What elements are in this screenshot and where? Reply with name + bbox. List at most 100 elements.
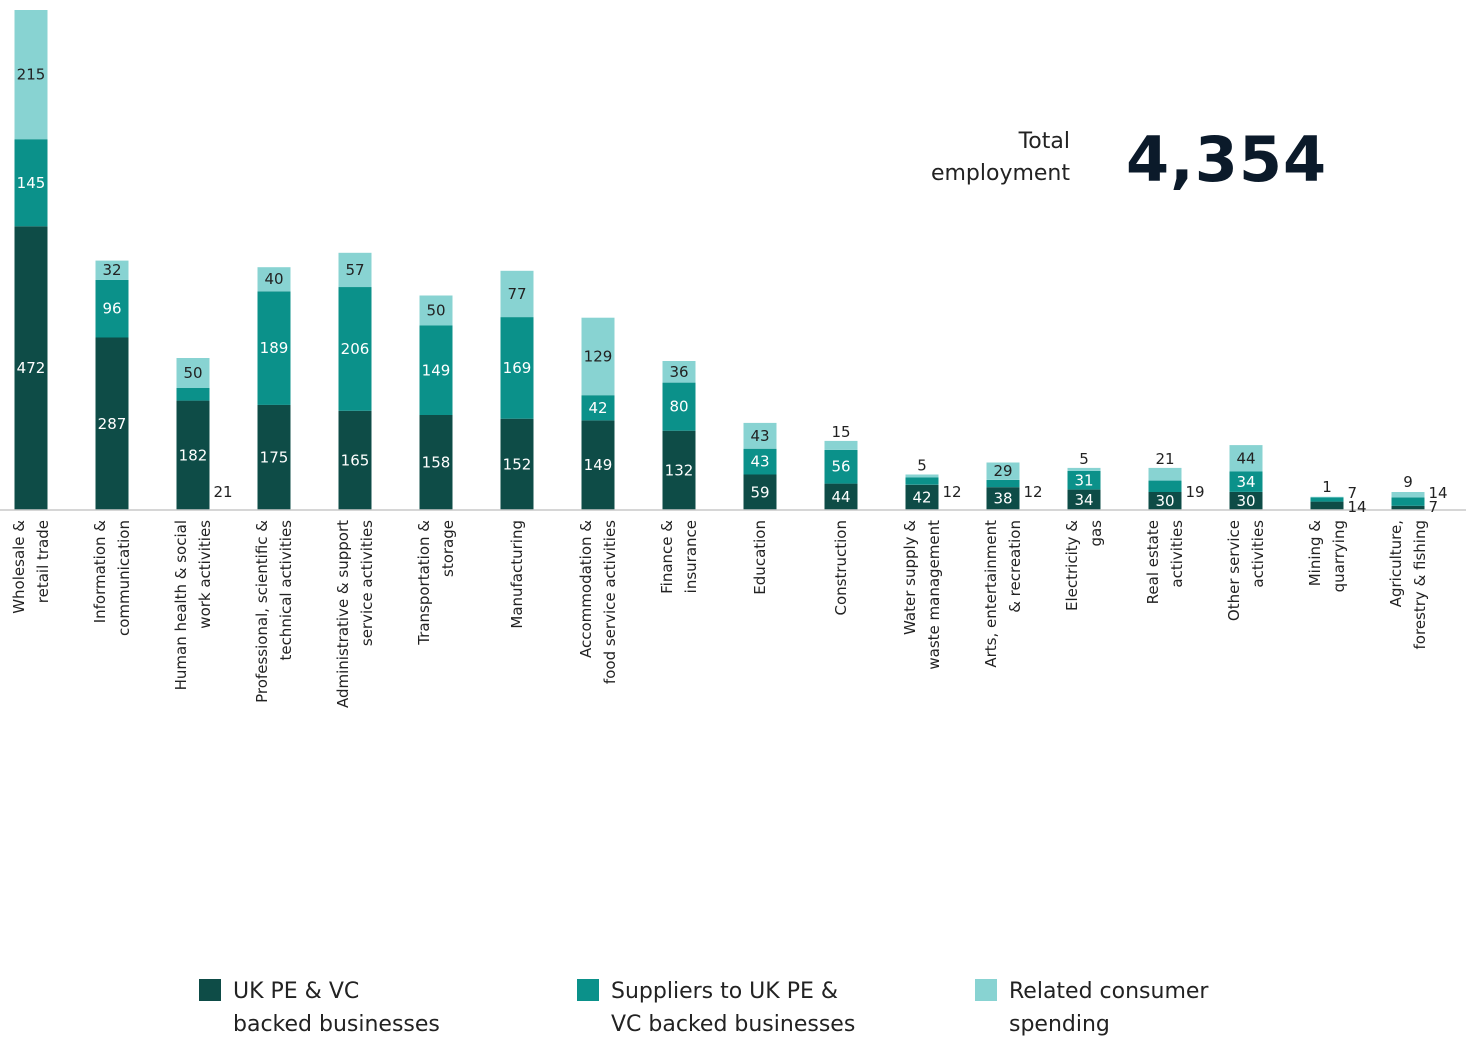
category-label-line: communication xyxy=(115,520,133,636)
data-label-indirect: 31 xyxy=(1074,471,1093,489)
legend-label-line: Suppliers to UK PE & xyxy=(611,979,839,1004)
bar-segment-induced xyxy=(257,267,291,292)
bar-segment-direct xyxy=(257,404,291,510)
category-label-line: Professional, scientific & xyxy=(253,520,271,703)
bar-segment-induced xyxy=(1229,445,1263,472)
data-label-direct: 38 xyxy=(993,490,1012,508)
bar-segment-induced xyxy=(905,474,939,478)
data-label-induced: 29 xyxy=(993,462,1012,480)
category-label-line: activities xyxy=(1168,520,1186,588)
data-label-induced: 1 xyxy=(1322,478,1332,496)
total-label-line2: employment xyxy=(930,161,1070,186)
category-label: Human health & social work activities xyxy=(172,520,214,691)
data-label-induced: 129 xyxy=(584,348,613,366)
data-label-induced: 50 xyxy=(183,364,202,382)
category-label-line: Agriculture, xyxy=(1387,520,1405,607)
data-label-induced: 50 xyxy=(426,302,445,320)
legend-label-line: UK PE & VC xyxy=(233,979,360,1004)
data-label-induced: 5 xyxy=(1079,450,1089,468)
data-label-induced: 44 xyxy=(1236,449,1255,467)
category-label-line: & recreation xyxy=(1006,520,1024,613)
data-label-indirect: 189 xyxy=(260,339,289,357)
bar-segment-induced xyxy=(743,422,777,449)
legend-label-line: backed businesses xyxy=(233,1012,440,1037)
category-label-line: Accommodation & xyxy=(577,520,595,658)
bar-segment-direct xyxy=(338,410,372,510)
data-label-direct: 132 xyxy=(665,461,694,479)
category-label-line: service activities xyxy=(358,520,376,646)
category-label-line: insurance xyxy=(682,520,700,593)
bar-segment-direct xyxy=(581,420,615,510)
category-label: Finance & insurance xyxy=(658,520,700,594)
bar-segment-direct xyxy=(1067,489,1101,510)
bars-layer xyxy=(14,10,1425,511)
data-label-indirect: 96 xyxy=(102,300,121,318)
data-label-indirect: 145 xyxy=(17,174,46,192)
category-label-line: Education xyxy=(751,520,769,595)
data-label-direct: 44 xyxy=(831,488,850,506)
bar-segment-indirect xyxy=(176,388,210,401)
category-label-line: storage xyxy=(439,520,457,577)
data-label-indirect: 80 xyxy=(669,398,688,416)
category-label-line: technical activities xyxy=(277,520,295,661)
category-label-line: Wholesale & xyxy=(10,520,28,614)
bar-segment-direct xyxy=(14,226,48,511)
category-label: Education xyxy=(751,520,769,595)
bar-segment-direct xyxy=(905,484,939,510)
data-label-indirect: 56 xyxy=(831,458,850,476)
category-label: Construction xyxy=(832,520,850,616)
category-label: Other service activities xyxy=(1225,520,1267,621)
bar-segment-direct xyxy=(1391,505,1425,510)
bar-segment-direct xyxy=(1310,501,1344,510)
category-label-line: Administrative & support xyxy=(334,520,352,708)
data-label-direct: 158 xyxy=(422,454,451,472)
data-label-induced: 9 xyxy=(1403,473,1413,491)
data-label-direct: 14 xyxy=(1348,498,1367,516)
category-label-line: Finance & xyxy=(658,520,676,594)
category-label: Mining & quarrying xyxy=(1306,520,1348,593)
legend-item-induced: Related consumer spending xyxy=(975,975,1269,1041)
data-label-direct: 152 xyxy=(503,455,532,473)
bar-segment-induced xyxy=(986,462,1020,480)
category-label-line: activities xyxy=(1249,520,1267,588)
data-label-direct: 182 xyxy=(179,446,208,464)
bar-segment-indirect xyxy=(824,449,858,484)
bar-segment-indirect xyxy=(1067,470,1101,490)
data-label-induced: 36 xyxy=(669,363,688,381)
legend-label-indirect: Suppliers to UK PE & VC backed businesse… xyxy=(611,975,871,1041)
legend-swatch-indirect xyxy=(577,979,599,1001)
data-label-indirect: 169 xyxy=(503,359,532,377)
bar-segment-indirect xyxy=(986,480,1020,488)
data-label-induced: 43 xyxy=(750,427,769,445)
bar-segment-induced xyxy=(95,260,129,280)
bar-segment-direct xyxy=(986,487,1020,510)
category-label: Information & communication xyxy=(91,520,133,636)
bar-segment-direct xyxy=(419,415,453,510)
bar-segment-direct xyxy=(500,418,534,510)
bar-segment-induced xyxy=(1391,492,1425,498)
bar-segment-induced xyxy=(500,270,534,318)
bar-segment-induced xyxy=(419,295,453,326)
category-label: Accommodation & food service activities xyxy=(577,520,619,684)
bar-segment-induced xyxy=(662,361,696,383)
legend-swatch-direct xyxy=(199,979,221,1001)
category-label-line: gas xyxy=(1087,520,1105,547)
bar-segment-direct xyxy=(824,483,858,510)
legend: UK PE & VC backed businesses Suppliers t… xyxy=(0,975,1466,1041)
bar-segment-direct xyxy=(662,430,696,510)
data-label-indirect: 43 xyxy=(750,453,769,471)
total-employment-value: 4,354 xyxy=(1126,123,1328,196)
bar-segment-induced xyxy=(338,252,372,288)
category-label-line: Electricity & xyxy=(1063,520,1081,611)
category-label: Water supply & waste management xyxy=(901,520,943,670)
data-label-indirect: 12 xyxy=(1024,483,1043,501)
category-label-line: food service activities xyxy=(601,520,619,684)
category-label: Transportation & storage xyxy=(415,520,457,646)
data-label-direct: 472 xyxy=(17,359,46,377)
bar-segment-direct xyxy=(743,474,777,510)
category-label-line: Arts, entertainment xyxy=(982,520,1000,668)
data-label-induced: 77 xyxy=(507,285,526,303)
bar-segment-indirect xyxy=(419,325,453,415)
data-label-direct: 34 xyxy=(1074,491,1093,509)
